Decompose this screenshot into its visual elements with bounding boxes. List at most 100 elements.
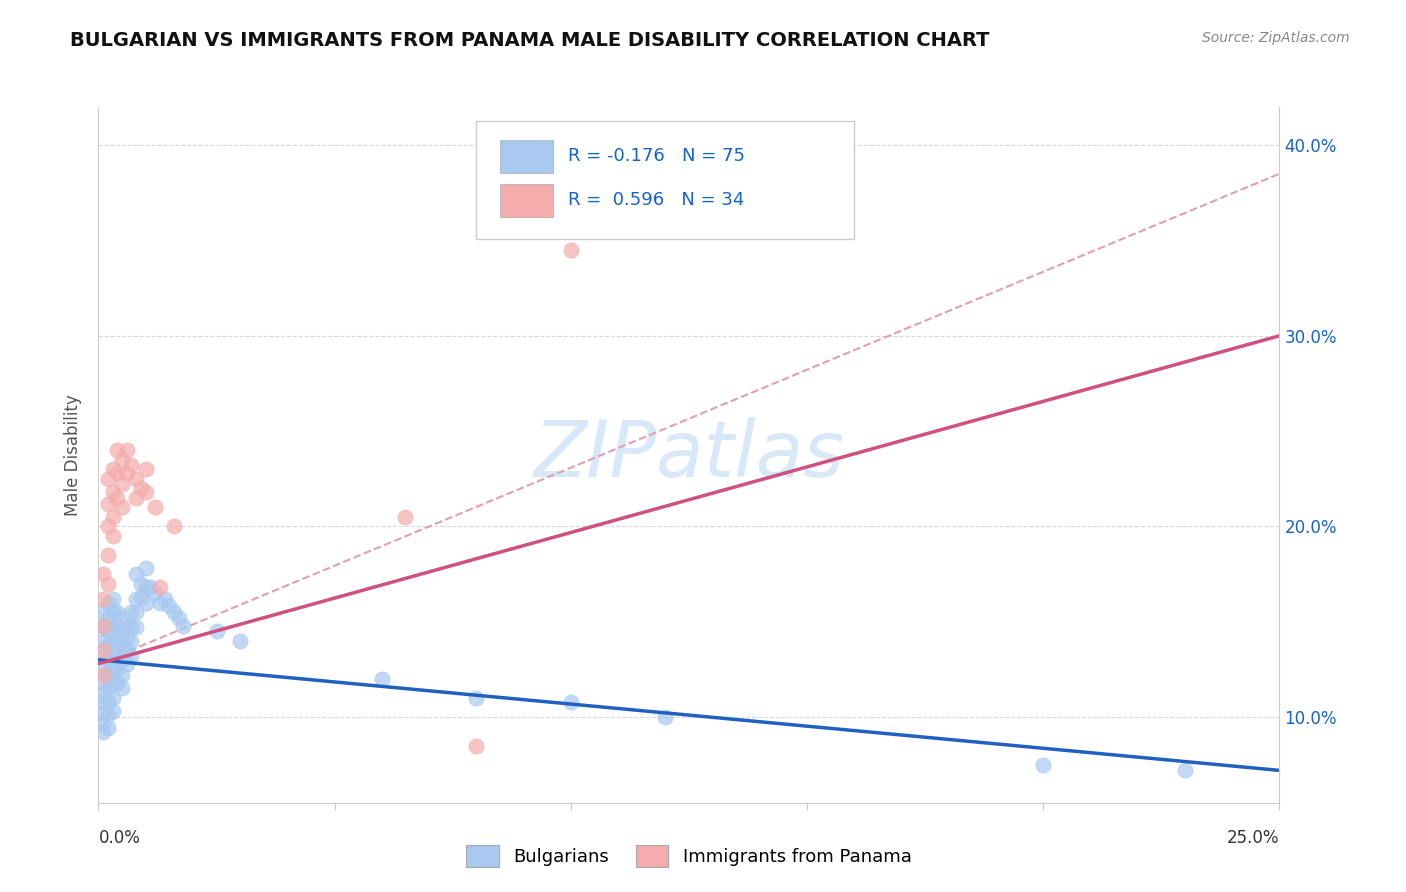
Point bbox=[91, 591, 114, 606]
Point bbox=[97, 576, 120, 591]
Point bbox=[97, 695, 120, 709]
Point bbox=[121, 458, 143, 473]
Point bbox=[105, 662, 128, 676]
Point bbox=[101, 620, 124, 634]
Point bbox=[105, 491, 128, 505]
Point bbox=[101, 529, 124, 543]
FancyBboxPatch shape bbox=[477, 121, 855, 239]
Point bbox=[129, 576, 152, 591]
Point bbox=[465, 690, 488, 705]
Point bbox=[135, 581, 157, 595]
Point bbox=[115, 630, 138, 644]
Point bbox=[115, 443, 138, 458]
Point bbox=[105, 618, 128, 632]
Point bbox=[91, 648, 114, 663]
Point bbox=[111, 638, 134, 652]
Point bbox=[135, 561, 157, 575]
Point bbox=[101, 485, 124, 500]
Point bbox=[115, 618, 138, 632]
Point bbox=[91, 706, 114, 721]
Point bbox=[111, 624, 134, 639]
Point bbox=[101, 690, 124, 705]
Point bbox=[125, 472, 148, 486]
Point bbox=[115, 643, 138, 657]
Point bbox=[91, 725, 114, 739]
Point bbox=[394, 509, 416, 524]
Point bbox=[97, 681, 120, 696]
Point bbox=[105, 675, 128, 690]
Point bbox=[91, 605, 114, 619]
Point bbox=[135, 485, 157, 500]
Point bbox=[97, 519, 120, 533]
Point bbox=[97, 653, 120, 667]
Point bbox=[111, 500, 134, 515]
Text: BULGARIAN VS IMMIGRANTS FROM PANAMA MALE DISABILITY CORRELATION CHART: BULGARIAN VS IMMIGRANTS FROM PANAMA MALE… bbox=[70, 31, 990, 50]
Point bbox=[97, 722, 120, 736]
Text: R =  0.596   N = 34: R = 0.596 N = 34 bbox=[568, 191, 745, 210]
Point bbox=[163, 605, 186, 619]
Point bbox=[121, 633, 143, 648]
Point bbox=[135, 462, 157, 476]
Point bbox=[111, 611, 134, 625]
Point bbox=[157, 599, 180, 614]
Point bbox=[560, 695, 582, 709]
Point bbox=[111, 452, 134, 467]
Point bbox=[97, 624, 120, 639]
Point bbox=[135, 596, 157, 610]
Point bbox=[101, 591, 124, 606]
FancyBboxPatch shape bbox=[501, 140, 553, 173]
Point bbox=[654, 710, 676, 724]
Point bbox=[1174, 764, 1197, 778]
Point bbox=[139, 581, 162, 595]
Point bbox=[91, 618, 114, 632]
Point bbox=[97, 596, 120, 610]
Point bbox=[167, 611, 190, 625]
Point bbox=[105, 633, 128, 648]
Point bbox=[149, 596, 172, 610]
Point bbox=[91, 687, 114, 701]
Point bbox=[1032, 757, 1054, 772]
Y-axis label: Male Disability: Male Disability bbox=[65, 394, 83, 516]
Point bbox=[97, 472, 120, 486]
Point bbox=[101, 605, 124, 619]
Point bbox=[101, 509, 124, 524]
Point bbox=[91, 643, 114, 657]
Point bbox=[101, 675, 124, 690]
Point bbox=[153, 591, 176, 606]
Point bbox=[105, 466, 128, 480]
Point bbox=[91, 695, 114, 709]
Point bbox=[125, 567, 148, 582]
Legend: Bulgarians, Immigrants from Panama: Bulgarians, Immigrants from Panama bbox=[458, 838, 920, 874]
Point bbox=[105, 605, 128, 619]
Point bbox=[97, 668, 120, 682]
Point bbox=[125, 491, 148, 505]
Point bbox=[163, 519, 186, 533]
Point bbox=[91, 668, 114, 682]
Point bbox=[121, 605, 143, 619]
Point bbox=[101, 633, 124, 648]
Point bbox=[465, 739, 488, 753]
Point bbox=[91, 618, 114, 632]
Point bbox=[129, 481, 152, 495]
Text: 0.0%: 0.0% bbox=[98, 829, 141, 847]
Point bbox=[143, 500, 166, 515]
Point bbox=[125, 605, 148, 619]
Point bbox=[111, 681, 134, 696]
Point bbox=[143, 586, 166, 600]
Point bbox=[121, 620, 143, 634]
Point bbox=[105, 647, 128, 661]
FancyBboxPatch shape bbox=[501, 184, 553, 217]
Point bbox=[129, 590, 152, 604]
Point bbox=[111, 477, 134, 491]
Text: ZIPatlas: ZIPatlas bbox=[533, 417, 845, 493]
Point bbox=[91, 715, 114, 730]
Point bbox=[229, 633, 252, 648]
Point bbox=[560, 243, 582, 257]
Point bbox=[101, 704, 124, 718]
Point bbox=[91, 675, 114, 690]
Text: R = -0.176   N = 75: R = -0.176 N = 75 bbox=[568, 147, 745, 165]
Point bbox=[205, 624, 228, 639]
Point bbox=[101, 662, 124, 676]
Point bbox=[149, 581, 172, 595]
Point bbox=[111, 668, 134, 682]
